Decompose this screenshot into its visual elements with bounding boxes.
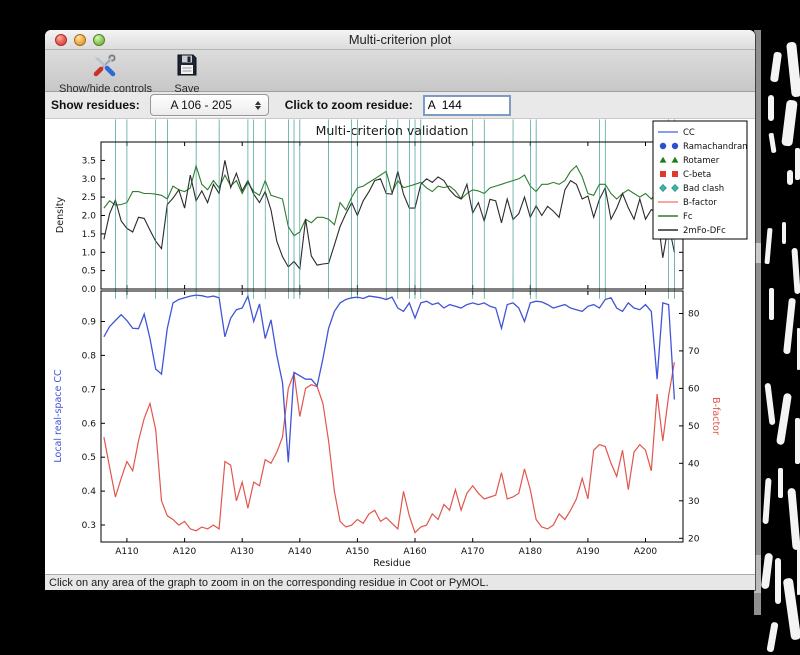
svg-text:2mFo-DFc: 2mFo-DFc [683,226,726,236]
svg-text:3.5: 3.5 [82,156,96,166]
svg-text:B-factor: B-factor [683,198,717,208]
svg-text:0.9: 0.9 [82,318,97,328]
svg-text:C-beta: C-beta [683,170,711,180]
svg-text:Density: Density [55,197,66,233]
controls-row: Show residues: A 106 - 205 Click to zoom… [45,92,755,119]
svg-text:A150: A150 [346,547,370,557]
svg-text:A170: A170 [461,547,485,557]
plot-figure[interactable]: Multi-criterion validation A110 A120 A130 A1… [45,119,755,574]
svg-text:A110: A110 [115,547,139,557]
app-window: Multi-criterion plot Show/hide controls [45,30,755,590]
svg-text:A190: A190 [576,547,600,557]
multi-criterion-plot[interactable]: Multi-criterion validation A110 A120 A130 A1… [45,119,755,579]
svg-text:3.0: 3.0 [82,175,97,185]
svg-text:CC: CC [683,128,695,138]
svg-text:B-factor: B-factor [710,397,721,435]
svg-text:Local real-space CC: Local real-space CC [53,369,64,463]
title-bar[interactable]: Multi-criterion plot [45,30,755,50]
svg-text:Residue: Residue [373,558,411,569]
window-title: Multi-criterion plot [348,32,452,47]
svg-text:Ramachandran: Ramachandran [683,142,748,152]
svg-text:Bad clash: Bad clash [683,184,724,194]
svg-text:Fc: Fc [683,212,693,222]
svg-text:1.5: 1.5 [82,230,96,240]
show-residues-select[interactable]: A 106 - 205 [149,94,269,116]
svg-text:Rotamer: Rotamer [683,156,720,166]
svg-text:70: 70 [688,347,700,357]
svg-text:0.7: 0.7 [82,385,96,395]
svg-text:60: 60 [688,384,700,394]
svg-text:2.0: 2.0 [82,212,97,222]
svg-text:A140: A140 [288,547,312,557]
minimize-button[interactable] [74,33,86,46]
svg-text:20: 20 [688,534,700,544]
svg-text:A180: A180 [519,547,543,557]
svg-text:40: 40 [688,459,700,469]
save-button[interactable]: Save [170,51,204,96]
close-button[interactable] [55,33,67,46]
zoom-residue-input[interactable]: A 144 [422,94,511,116]
svg-text:0.4: 0.4 [82,487,97,497]
show-hide-controls-button[interactable]: Show/hide controls [55,51,156,96]
svg-text:0.8: 0.8 [82,351,97,361]
svg-text:A200: A200 [634,547,658,557]
save-icon [174,52,200,83]
svg-text:0.5: 0.5 [82,453,96,463]
svg-text:30: 30 [688,497,700,507]
stepper-arrows-icon [252,100,265,110]
show-residues-label: Show residues: [51,98,140,112]
svg-text:A130: A130 [231,547,255,557]
svg-text:A120: A120 [173,547,197,557]
zoom-residue-label: Click to zoom residue: [284,98,413,112]
show-residues-value: A 106 - 205 [170,98,232,112]
zoom-button[interactable] [93,33,105,46]
svg-text:80: 80 [688,310,700,320]
svg-text:Multi-criterion validation: Multi-criterion validation [316,123,469,138]
svg-text:2.5: 2.5 [82,193,96,203]
status-text: Click on any area of the graph to zoom i… [49,577,489,589]
status-bar: Click on any area of the graph to zoom i… [45,574,755,590]
svg-text:A160: A160 [403,547,427,557]
save-label: Save [174,83,200,95]
toolbar: Show/hide controls Save [45,50,755,95]
svg-text:0.5: 0.5 [82,267,96,277]
svg-text:1.0: 1.0 [82,248,97,258]
show-hide-controls-label: Show/hide controls [59,83,152,95]
svg-text:0.0: 0.0 [82,285,97,295]
svg-text:0.3: 0.3 [82,521,96,531]
svg-text:0.6: 0.6 [82,419,97,429]
svg-text:50: 50 [688,422,700,432]
tools-icon [92,52,118,83]
